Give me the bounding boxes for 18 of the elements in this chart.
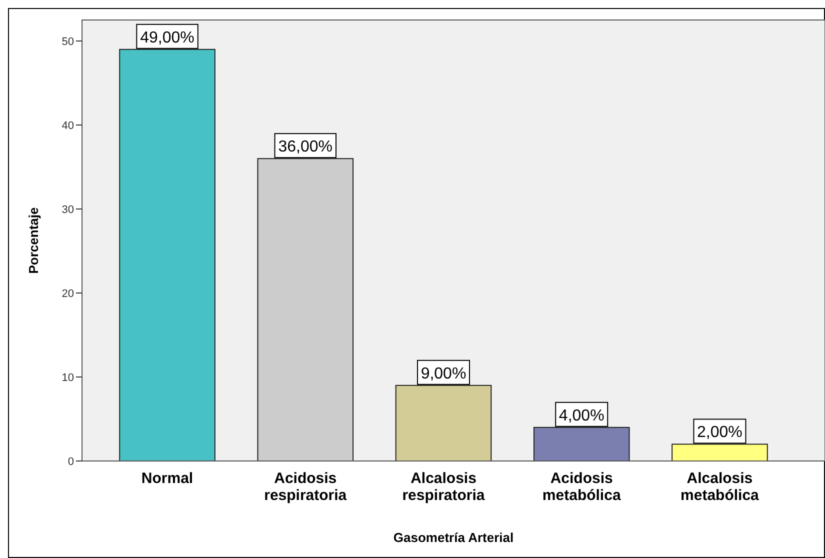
y-tick-label: 30 [62, 204, 74, 216]
y-tick-label: 0 [68, 456, 74, 468]
x-tick-label: Alcalosis metabólica [680, 470, 760, 504]
y-tick-label: 20 [62, 288, 74, 300]
data-label: 2,00% [697, 424, 742, 442]
y-tick-label: 40 [62, 120, 74, 132]
data-label: 49,00% [140, 29, 194, 46]
x-axis-title: Gasometría Arterial [393, 530, 514, 545]
y-axis-title: Porcentaje [26, 207, 41, 274]
x-tick-label: Alcalosis respiratoria [402, 470, 486, 504]
x-tick-label: Normal [141, 470, 194, 487]
y-tick-label: 50 [62, 36, 74, 48]
x-tick-label: Acidosis metabólica [542, 470, 622, 504]
data-label: 9,00% [420, 365, 466, 382]
x-tick-label: Acidosis respiratoria [264, 470, 348, 504]
data-label: 4,00% [558, 407, 604, 424]
data-label: 36,00% [278, 138, 333, 156]
y-tick-label: 10 [62, 372, 74, 384]
